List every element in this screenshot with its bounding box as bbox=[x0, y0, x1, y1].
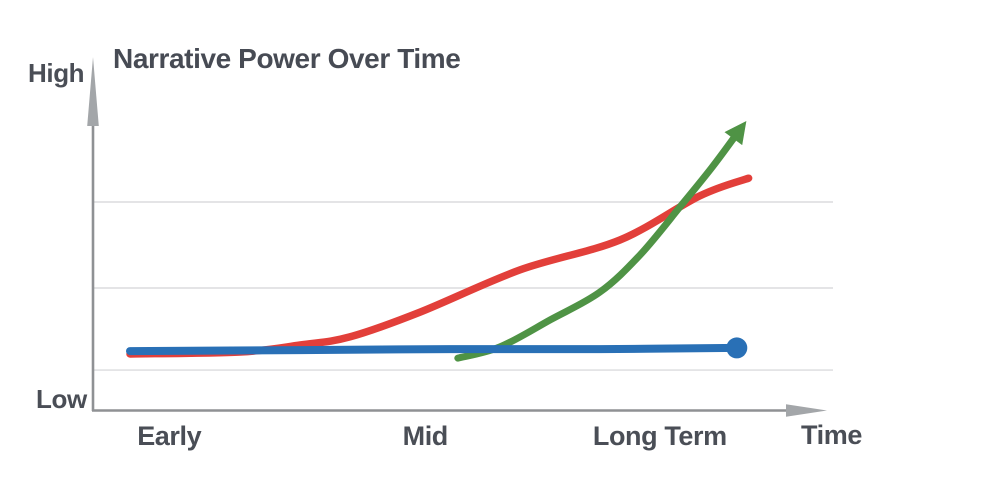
chart-title: Narrative Power Over Time bbox=[113, 43, 461, 74]
x-tick-mid: Mid bbox=[402, 421, 449, 451]
x-axis-arrowhead-icon bbox=[786, 404, 827, 417]
y-axis-low-label: Low bbox=[36, 384, 87, 414]
series-blue-flat-steady-line bbox=[126, 343, 741, 356]
y-axis-arrowhead-icon bbox=[87, 57, 99, 126]
x-tick-early: Early bbox=[137, 421, 202, 451]
series-endpoint-dot bbox=[726, 337, 748, 359]
x-tick-long-term: Long Term bbox=[592, 421, 727, 451]
x-axis-title: Time bbox=[801, 420, 862, 450]
y-axis-high-label: High bbox=[28, 58, 85, 88]
series-red-gradual-rise-line bbox=[126, 174, 753, 358]
